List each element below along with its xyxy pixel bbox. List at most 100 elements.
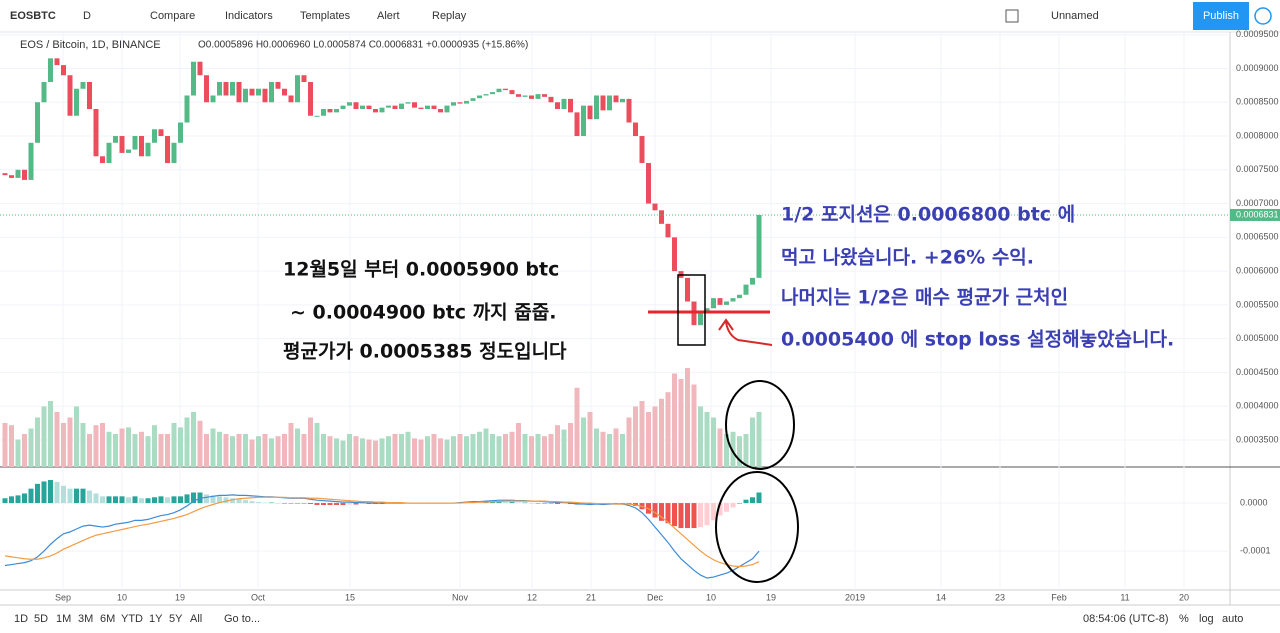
volume-bar [743,434,749,467]
range-button[interactable]: 5D [34,613,48,625]
price-tick-label: 0.0004000 [1236,401,1279,411]
volume-bar [704,412,710,467]
candle [126,149,131,153]
volume-bar [646,412,651,467]
symbol[interactable]: EOSBTC [10,10,56,22]
range-button[interactable]: 6M [100,613,115,625]
macd-histogram [724,503,729,512]
macd-histogram [67,488,73,504]
range-button[interactable]: YTD [121,613,143,625]
macd-histogram [113,496,118,504]
candle [685,277,690,302]
volume-bar [574,387,580,467]
date-tick-label: 11 [1120,592,1129,602]
macd-histogram [503,502,508,504]
candle [529,95,534,99]
volume-bar [386,436,391,467]
volume-bar [373,440,378,467]
macd-histogram [74,488,79,504]
toolbar-button[interactable]: Alert [377,10,400,22]
range-button[interactable]: 1M [56,613,71,625]
candle [607,95,612,111]
range-button[interactable]: 3M [78,613,93,625]
candle [496,88,502,93]
play-icon[interactable] [1254,7,1272,25]
volume-bar [165,434,170,467]
checkbox[interactable] [1005,9,1019,23]
volume-bar [561,429,567,467]
toolbar-button[interactable]: Replay [432,10,467,22]
macd-histogram [35,483,40,504]
volume-bar [587,412,593,467]
volume-bar [503,434,508,467]
volume-bar [61,423,66,467]
candle [74,88,79,116]
candle [54,58,60,66]
range-button[interactable]: 1Y [149,613,163,625]
candle [626,98,632,123]
annotation-black: 평균가가 0.0005385 정도입니다 [283,341,567,363]
toolbar-button[interactable]: Indicators [225,10,273,22]
candle [366,105,372,110]
candle [633,122,638,137]
publish-button[interactable] [1193,2,1249,30]
macd-histogram [301,503,307,504]
range-button[interactable]: 1D [14,613,28,625]
macd-histogram [665,503,671,524]
macd-histogram [262,502,268,504]
volume-bar [145,436,151,467]
macd-histogram [54,481,60,504]
volume-bar [158,434,164,467]
candle [256,88,261,96]
volume-bar [522,434,528,467]
volume-bar [41,406,47,467]
candle [288,95,294,103]
candle [165,136,170,164]
macd-histogram [717,503,723,516]
range-button[interactable]: 5Y [169,613,183,625]
volume-bar [191,412,196,467]
candle [750,277,755,285]
scale-option[interactable]: % [1179,613,1189,625]
volume-bar [600,431,606,467]
candle [600,95,606,111]
volume-bar [197,420,203,467]
volume-bar [249,439,255,467]
volume-bar [353,436,359,467]
volume-bar [113,434,118,467]
goto[interactable]: Go to... [224,613,260,625]
toolbar-button[interactable]: Templates [300,10,351,22]
date-tick-label: Oct [251,592,266,602]
macd-histogram [548,503,554,504]
candle [470,98,476,101]
candle [717,298,723,305]
candle [334,109,339,113]
macd-histogram [327,503,333,505]
publish-label[interactable]: Publish [1203,10,1239,22]
volume-bar [477,431,482,467]
interval[interactable]: D [83,10,91,22]
macd-histogram [620,503,625,504]
scale-option[interactable]: log [1199,613,1214,625]
candle [184,95,190,123]
volume-bar [568,423,573,467]
toolbar-button[interactable]: Compare [150,10,195,22]
volume-bar [269,438,274,467]
candle [379,107,385,113]
macd-tick-label: -0.0001 [1240,545,1271,555]
annotation-black: ~ 0.0004900 btc 까지 줍줍. [290,302,556,324]
macd-histogram [2,498,8,504]
candle [301,75,307,82]
macd-histogram [217,496,222,504]
candle [308,81,313,116]
scale-option[interactable]: auto [1222,613,1243,625]
date-tick-label: 10 [117,592,127,602]
candle [451,102,456,106]
macd-histogram [678,503,684,529]
layout-name[interactable]: Unnamed [1051,10,1099,22]
volume-bar [184,417,190,467]
candle [230,81,235,96]
macd-histogram [87,490,92,504]
range-button[interactable]: All [190,613,202,625]
macd-histogram [106,496,112,504]
